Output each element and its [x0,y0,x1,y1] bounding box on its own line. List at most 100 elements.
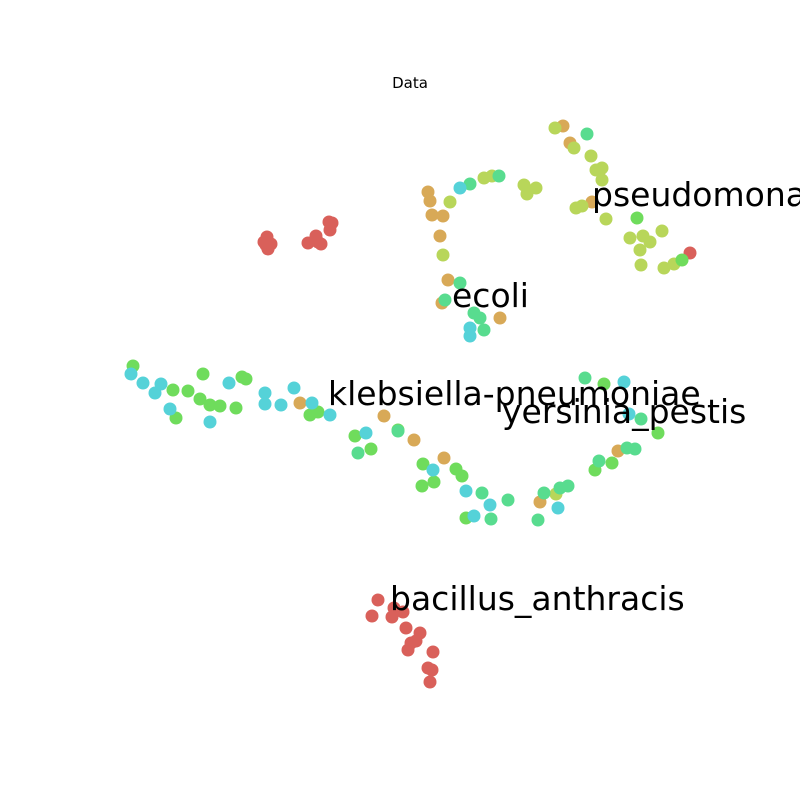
scatter-point [630,211,644,225]
point-label: bacillus_anthracis [390,579,685,618]
scatter-point [399,621,413,635]
labels-layer: pseudomonas ecoli klebsiella-pneumoniaeyer… [328,175,800,618]
scatter-point [455,469,469,483]
scatter-point [617,375,631,389]
scatter-point [567,141,581,155]
scatter-point [633,243,647,257]
scatter-point [443,195,457,209]
scatter-point [203,415,217,429]
scatter-point [463,321,477,335]
scatter-point [258,386,272,400]
scatter-point [605,456,619,470]
scatter-point [622,407,636,421]
scatter-point [305,396,319,410]
chart-title: Data [392,74,428,92]
scatter-point [427,475,441,489]
scatter-point [124,367,138,381]
scatter-point [293,396,307,410]
scatter-point [436,248,450,262]
scatter-point [585,195,599,209]
scatter-point [391,424,405,438]
scatter-point [196,367,210,381]
scatter-point [595,173,609,187]
scatter-point [453,276,467,290]
scatter-point [264,237,278,251]
scatter-point [193,392,207,406]
scatter-point [287,381,301,395]
scatter-point [301,236,315,250]
scatter-point [467,509,481,523]
scatter-point [436,209,450,223]
scatter-point [475,486,489,500]
scatter-point [409,634,423,648]
scatter-point [377,409,391,423]
scatter-point [359,426,373,440]
scatter-point [213,399,227,413]
point-label: klebsiella-pneumoniae [328,374,701,413]
scatter-point [239,372,253,386]
points-layer [124,119,697,689]
scatter-point [599,212,613,226]
scatter-point [578,371,592,385]
scatter-point [634,412,648,426]
scatter-point [520,187,534,201]
scatter-point [501,493,515,507]
scatter-point [166,383,180,397]
scatter-point [407,433,421,447]
scatter-point [597,377,611,391]
scatter-point [592,454,606,468]
scatter-point [222,376,236,390]
scatter-point [655,224,669,238]
scatter-point [548,121,562,135]
scatter-point [537,486,551,500]
scatter-point [229,401,243,415]
scatter-point [628,442,642,456]
scatter-point [643,235,657,249]
point-label: ecoli [452,276,529,315]
scatter-point [453,181,467,195]
scatter-point [651,426,665,440]
scatter-point [323,408,337,422]
scatter-point [575,199,589,213]
scatter-point [459,484,473,498]
scatter-point [492,169,506,183]
scatter-point [401,643,415,657]
scatter-point [348,429,362,443]
scatter-point [426,645,440,659]
scatter-point [623,231,637,245]
scatter-point [438,293,452,307]
scatter-point [385,610,399,624]
scatter-point [425,663,439,677]
scatter-point [463,177,477,191]
scatter-point [351,446,365,460]
scatter-point [437,451,451,465]
scatter-point [274,398,288,412]
scatter-point [154,377,168,391]
scatter-point [484,512,498,526]
scatter-point [584,149,598,163]
scatter-point [364,442,378,456]
scatter-point [203,398,217,412]
scatter-point [415,479,429,493]
scatter-point [314,237,328,251]
scatter-point [181,384,195,398]
scatter-point [595,161,609,175]
scatter-point [551,501,565,515]
scatter-point [531,513,545,527]
scatter-point [163,402,177,416]
scatter-point [657,261,671,275]
scatter-point [473,311,487,325]
scatter-point [426,463,440,477]
point-label: yersinia_pestis [502,392,746,431]
scatter-point [396,605,410,619]
scatter-point [561,479,575,493]
scatter-point [580,127,594,141]
point-label: pseudomonas [592,175,800,214]
scatter-point [675,253,689,267]
scatter-point [423,194,437,208]
scatter-point [634,258,648,272]
scatter-point [136,376,150,390]
scatter-point [423,675,437,689]
scatter-point [365,609,379,623]
scatter-point [493,311,507,325]
